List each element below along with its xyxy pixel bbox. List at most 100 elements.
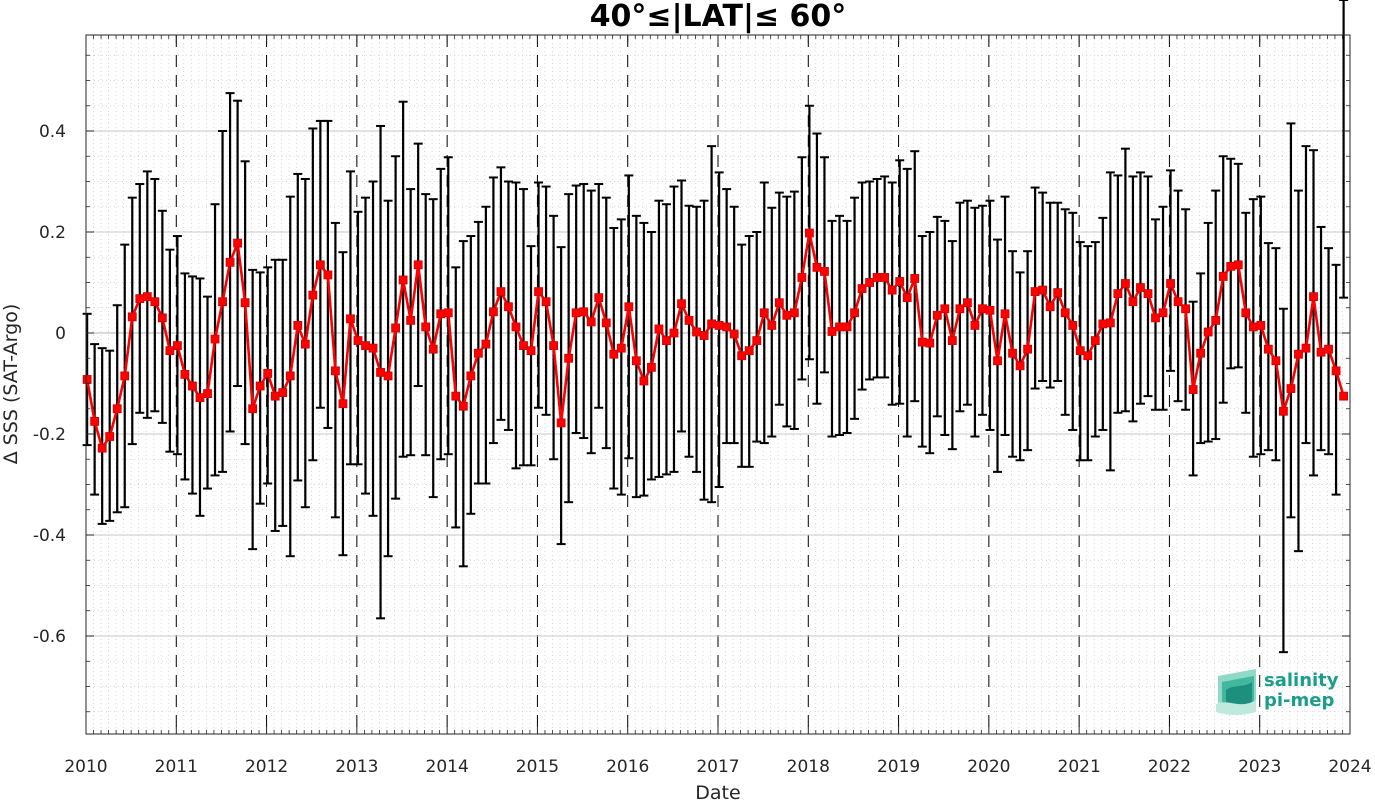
x-axis-tick-labels: 2010 2011 2012 2013 2014 2015 2016 2017 2018 2019…	[64, 757, 1371, 777]
data-point	[932, 310, 942, 320]
data-point	[1143, 289, 1153, 299]
data-point	[496, 287, 506, 296]
data-point	[1053, 288, 1063, 298]
x-tick-label: 2020	[967, 757, 1010, 777]
data-point	[368, 343, 378, 353]
data-point	[376, 367, 385, 377]
data-point	[1030, 287, 1040, 296]
data-point	[353, 336, 363, 345]
data-point	[1188, 385, 1198, 394]
logo-text-pi-mep: pi-mep	[1264, 690, 1334, 711]
data-point	[361, 341, 370, 351]
data-point	[421, 322, 431, 332]
x-tick-label: 2010	[64, 757, 107, 777]
data-point	[737, 351, 747, 361]
data-point	[782, 310, 792, 320]
data-point	[707, 319, 717, 329]
data-point	[767, 321, 777, 330]
data-point	[917, 337, 927, 347]
data-point	[142, 292, 152, 302]
data-point	[880, 273, 890, 282]
data-point	[1331, 366, 1341, 376]
data-point	[436, 309, 446, 319]
data-point	[82, 375, 92, 384]
data-point	[195, 393, 205, 403]
data-point	[1121, 279, 1130, 288]
data-point	[218, 297, 227, 307]
data-point	[744, 346, 754, 356]
data-point	[1279, 406, 1288, 416]
data-point	[722, 322, 732, 332]
data-point	[233, 238, 243, 248]
data-point	[1015, 361, 1025, 371]
data-point	[895, 277, 905, 286]
data-point	[300, 339, 310, 349]
data-point	[564, 353, 574, 363]
data-point	[413, 260, 423, 270]
x-tick-label: 2021	[1058, 757, 1101, 777]
wave-logo-icon	[1216, 669, 1256, 715]
data-point	[812, 262, 822, 272]
data-point	[1166, 279, 1175, 288]
data-point	[925, 338, 935, 348]
data-point	[1294, 349, 1303, 359]
data-point	[789, 308, 799, 318]
data-point	[526, 346, 536, 356]
data-point	[993, 356, 1002, 366]
data-point	[383, 371, 393, 381]
data-point	[285, 371, 295, 381]
axis-ticks	[85, 35, 1351, 734]
data-point	[835, 322, 844, 332]
data-point	[1098, 319, 1108, 329]
data-point	[549, 341, 559, 351]
data-point	[255, 381, 265, 391]
data-point	[105, 432, 115, 441]
x-tick-label: 2014	[426, 757, 469, 777]
data-point	[872, 273, 882, 282]
data-point	[887, 285, 897, 295]
data-point	[466, 371, 476, 381]
data-point	[1008, 348, 1017, 358]
x-tick-label: 2015	[516, 757, 559, 777]
data-point	[1158, 308, 1168, 318]
data-point	[1173, 297, 1183, 307]
data-point	[1263, 344, 1273, 354]
data-point	[406, 315, 416, 325]
x-axis-label: Date	[695, 782, 740, 801]
x-tick-label: 2018	[787, 757, 830, 777]
data-point	[1271, 356, 1281, 366]
y-tick-label: -0.6	[33, 627, 66, 647]
data-point	[338, 399, 348, 409]
x-tick-label: 2017	[696, 757, 739, 777]
data-point	[391, 323, 401, 333]
data-point	[609, 349, 619, 359]
data-point	[157, 313, 167, 323]
y-tick-label: 0.2	[39, 223, 66, 243]
data-point	[173, 341, 182, 351]
data-point	[519, 341, 528, 351]
data-point	[248, 404, 258, 414]
data-point	[669, 328, 679, 338]
data-point	[188, 381, 197, 391]
data-point	[1316, 347, 1326, 357]
data-point	[1090, 336, 1100, 345]
y-tick-label: -0.4	[33, 526, 66, 546]
data-point	[955, 304, 965, 314]
data-point	[1203, 327, 1213, 337]
data-point	[647, 362, 656, 372]
data-point	[1083, 351, 1093, 361]
minor-grid	[86, 35, 1350, 734]
data-point	[797, 273, 807, 282]
data-point	[1226, 261, 1236, 271]
data-point	[820, 266, 829, 276]
data-point	[398, 275, 408, 285]
y-tick-label: 0	[55, 324, 66, 344]
data-point	[1256, 321, 1266, 330]
data-point	[1068, 321, 1078, 330]
data-point	[631, 356, 641, 366]
data-point	[1218, 272, 1228, 281]
data-point	[579, 307, 589, 317]
data-point	[684, 315, 694, 325]
data-point	[692, 327, 701, 337]
